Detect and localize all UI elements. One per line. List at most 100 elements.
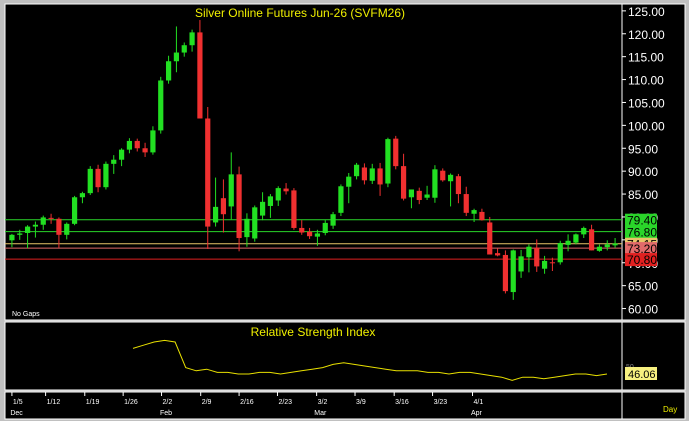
level-label: 76.80 [627,226,657,240]
candle-body [440,170,446,181]
candle-body [111,159,117,164]
candle-body [236,174,242,239]
candle-body [494,253,501,256]
candle-body [32,224,39,227]
candle-body [228,174,234,207]
candle-body [432,169,438,198]
candle-body [306,231,313,237]
candle-body [353,164,360,177]
level-label: 70.80 [627,253,657,267]
x-tick-label: 1/19 [86,399,100,406]
month-label: Dec [10,410,23,417]
price-tick-label: 90.00 [628,165,658,179]
candle-body [134,140,140,149]
price-tick-label: 105.00 [628,96,665,110]
candle-body [95,168,101,188]
candle-body [64,223,70,235]
candle-body [56,218,62,235]
x-tick-label: 3/9 [356,399,366,406]
candle-body [165,61,172,81]
candle-body [299,227,305,233]
x-tick-label: 2/16 [240,399,254,406]
candle-body [526,246,532,258]
candle-body [588,229,595,251]
candle-body [518,256,524,272]
level-label-box [625,242,657,256]
candle-body [346,176,352,187]
price-panel [4,3,686,321]
month-label: Apr [471,410,483,417]
x-tick-label: 4/1 [474,399,484,406]
candle-body [502,254,509,292]
candle-body [565,240,571,245]
price-tick-label: 85.00 [628,188,658,202]
candle-body [150,130,156,153]
candle-body [87,168,93,194]
candle-body [17,233,23,235]
rsi-panel [4,321,686,391]
candle-body [158,80,164,131]
candle-body [581,227,587,235]
price-tick-label: 60.00 [628,303,658,317]
candle-body [212,206,219,223]
x-tick-label: 1/26 [124,399,138,406]
x-tick-label: 2/2 [163,399,173,406]
level-label: 73.20 [627,242,657,256]
candle-body [220,198,227,215]
x-tick-label: 3/16 [395,399,409,406]
price-tick-label: 120.00 [628,28,665,42]
x-tick-label: 1/12 [47,399,61,406]
candle-body [173,52,180,62]
level-label-box [625,225,657,239]
rsi-line [132,339,608,381]
no-gaps-note: No Gaps [12,311,40,318]
candle-body [408,189,415,198]
price-tick-label: 115.00 [628,51,664,65]
candle-body [400,166,407,199]
candle-body [205,118,211,227]
candle-body [557,243,563,263]
candle-body [487,222,493,255]
rsi-value-box [625,367,657,380]
candle-body [534,247,540,267]
candle-body [361,167,368,181]
candle-body [283,188,289,192]
candle-body [479,211,485,221]
candle-body [181,45,187,53]
candle-body [71,197,78,224]
candle-body [549,262,556,264]
level-label: 79.40 [627,214,657,228]
candle-body [612,243,618,246]
candle-body [322,222,328,233]
price-tick-label: 110.00 [628,74,664,88]
candle-body [604,244,610,248]
candle-body [189,32,195,46]
price-tick-label: 125.00 [628,5,665,19]
candle-body [9,234,15,241]
candle-body [447,174,454,182]
candle-body [393,138,399,167]
candle-body [385,139,391,184]
price-chart-title: Silver Online Futures Jun-26 (SVFM26) [195,6,405,20]
x-tick-label: 3/2 [318,399,328,406]
price-tick-label: 65.00 [628,280,658,294]
candle-body [24,226,31,233]
candle-body [197,32,203,119]
candle-body [541,260,548,269]
candle-body [596,246,603,251]
month-label: Mar [314,410,327,417]
candle-body [369,168,375,181]
candle-body [118,149,125,160]
x-axis-labels: 1/5 1/12 1/19 1/26 2/2 2/9 2/16 2/23 3/2 3/9 3/16 3… [10,392,483,417]
candle-body [259,201,266,216]
candle-body [103,163,109,188]
candle-body [244,218,250,238]
candle-body [40,217,46,225]
rsi-last-value: 46.06 [628,369,656,381]
period-label: Day [663,405,677,414]
candle-body [573,234,579,243]
time-axis [4,391,686,420]
candle-body [463,194,469,213]
